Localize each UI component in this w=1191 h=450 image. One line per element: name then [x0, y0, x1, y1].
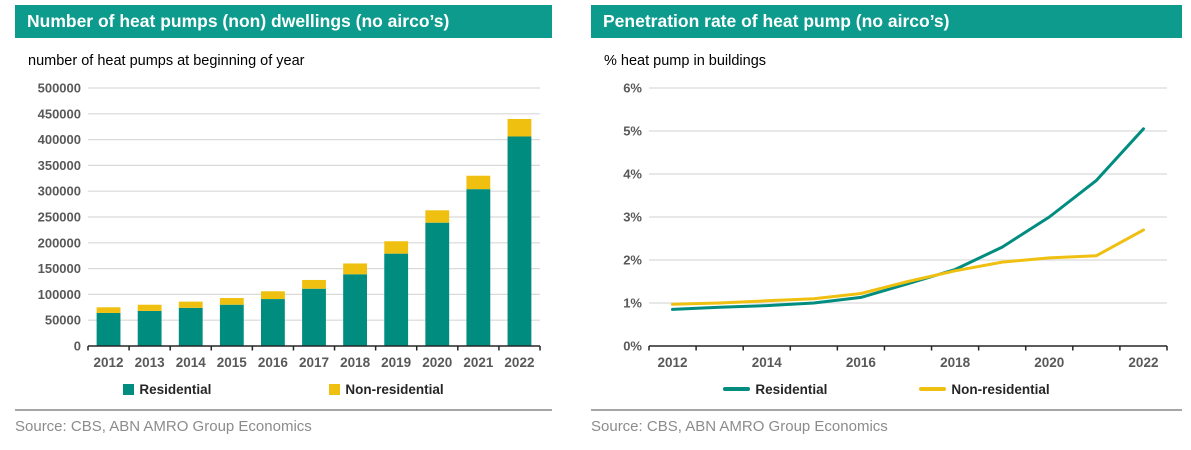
chart-subtitle: % heat pump in buildings: [604, 53, 767, 69]
svg-text:150000: 150000: [38, 261, 81, 276]
svg-text:2013: 2013: [135, 355, 166, 370]
legend-swatch: [123, 383, 135, 395]
svg-text:0: 0: [74, 339, 81, 354]
svg-text:400000: 400000: [38, 132, 81, 147]
legend-item: Residential: [123, 382, 211, 397]
svg-text:250000: 250000: [38, 210, 81, 225]
svg-text:2020: 2020: [422, 355, 452, 370]
stacked-bar-chart: 0 50000 100000 150000 200000 250000 300000 3500…: [38, 81, 541, 370]
svg-text:2016: 2016: [258, 355, 289, 370]
svg-text:450000: 450000: [38, 106, 81, 121]
svg-text:2020: 2020: [1034, 355, 1064, 370]
svg-text:2%: 2%: [623, 253, 642, 268]
svg-text:350000: 350000: [38, 158, 81, 173]
svg-text:2015: 2015: [217, 355, 248, 370]
legend-item: Residential: [723, 382, 827, 397]
chart-title-bar: Penetration rate of heat pump (no airco’…: [591, 5, 1182, 38]
svg-text:2012: 2012: [658, 355, 688, 370]
source-note: Source: CBS, ABN AMRO Group Economics: [591, 418, 888, 435]
svg-text:2017: 2017: [299, 355, 329, 370]
svg-text:2014: 2014: [176, 355, 207, 370]
panel-heat-pump-count: Number of heat pumps (non) dwellings (no…: [15, 5, 552, 435]
legend-swatch: [919, 387, 947, 391]
line-chart: 0% 1% 2% 3% 4% 5% 6% 2012 2014 2016 2018 2020 2022: [623, 81, 1168, 370]
legend-swatch: [329, 383, 341, 395]
svg-text:2022: 2022: [1128, 355, 1158, 370]
legend-item: Non-residential: [919, 381, 1050, 397]
svg-text:2016: 2016: [846, 355, 877, 370]
svg-text:3%: 3%: [623, 210, 642, 225]
svg-text:1%: 1%: [623, 296, 642, 311]
svg-text:5%: 5%: [623, 124, 642, 139]
chart-title: Number of heat pumps (non) dwellings (no…: [27, 11, 450, 31]
legend-label: Non-residential: [345, 381, 444, 397]
divider: [15, 409, 552, 411]
source-note: Source: CBS, ABN AMRO Group Economics: [15, 418, 312, 435]
legend: Residential Non-residential: [591, 378, 1182, 400]
svg-text:2021: 2021: [463, 355, 494, 370]
chart-subtitle: number of heat pumps at beginning of yea…: [28, 53, 305, 69]
svg-text:100000: 100000: [38, 287, 81, 302]
legend-label: Residential: [755, 381, 828, 397]
svg-text:2019: 2019: [381, 355, 411, 370]
legend-label: Non-residential: [951, 381, 1050, 397]
legend-label: Residential: [139, 381, 212, 397]
svg-text:500000: 500000: [38, 81, 81, 96]
svg-text:2012: 2012: [94, 355, 124, 370]
svg-text:200000: 200000: [38, 235, 81, 250]
legend-item: Non-residential: [329, 381, 444, 397]
legend: Residential Non-residential: [15, 378, 552, 400]
svg-text:2018: 2018: [340, 355, 371, 370]
chart-title-bar: Number of heat pumps (non) dwellings (no…: [15, 5, 552, 38]
svg-text:2022: 2022: [504, 355, 534, 370]
svg-text:4%: 4%: [623, 167, 642, 182]
svg-text:0%: 0%: [623, 339, 642, 354]
svg-text:50000: 50000: [45, 313, 81, 328]
svg-text:2014: 2014: [752, 355, 783, 370]
svg-text:300000: 300000: [38, 184, 81, 199]
chart-title: Penetration rate of heat pump (no airco’…: [603, 11, 950, 31]
legend-swatch: [723, 387, 751, 391]
svg-text:2018: 2018: [940, 355, 971, 370]
svg-text:6%: 6%: [623, 81, 642, 96]
divider: [591, 409, 1182, 411]
panel-penetration-rate: Penetration rate of heat pump (no airco’…: [591, 5, 1182, 435]
